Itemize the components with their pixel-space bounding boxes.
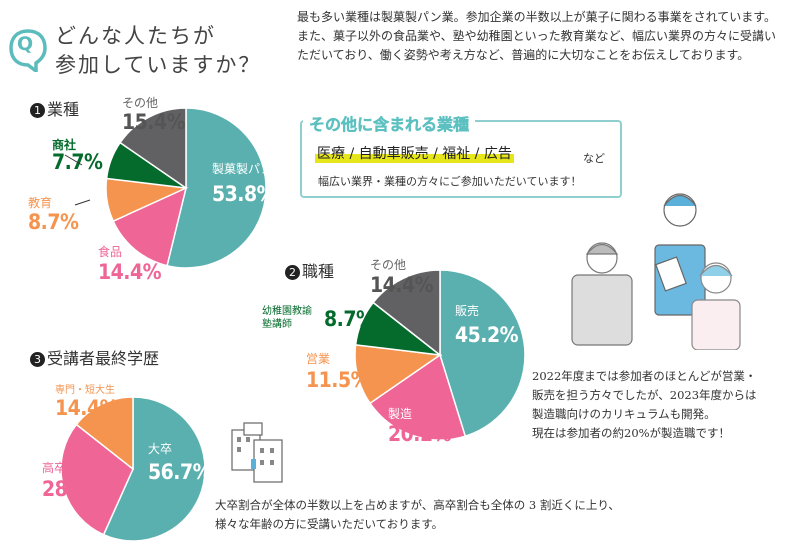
job-note-line: 現在は参加者の約20%が製造職です！ (532, 426, 731, 440)
chart2-number: 2 (285, 265, 300, 280)
education-note-line: 大卒割合が全体の半数以上を占めますが、高卒割合も全体の 3 割近くに上り、 (215, 498, 620, 512)
chart2-slice-1 (368, 353, 467, 441)
chart2-label-teacher-line2: 塾講師 (262, 319, 292, 330)
job-note-line: 販売を担う方々でしたが、2023年度からは (532, 388, 757, 402)
chart1-label-confectionery: 製菓製パン (212, 162, 273, 176)
chart2-value-sales: 11.5% (306, 368, 370, 392)
chart1-value-other: 15.4% (122, 110, 186, 134)
chart3-number: 3 (30, 352, 45, 367)
chart2-label-sales: 営業 (306, 352, 331, 366)
leader-lines (64, 154, 91, 206)
education-note-line: 様々な年齢の方に受講いただいております。 (215, 517, 444, 531)
chart3-label-highschool: 高卒 (42, 461, 67, 475)
chart1-title: 業種 (47, 100, 80, 119)
chart2-label-other: その他 (370, 258, 407, 272)
chart2-label-teacher: 幼稚園教諭 塾講師 (262, 305, 312, 331)
worker-icon (571, 242, 633, 346)
chart1-heading: 1 業種 (30, 96, 79, 120)
chart2-slice-0 (439, 269, 526, 438)
page-title: どんな人たちが 参加していますか？ (55, 22, 261, 80)
chart2-label-manufacturing: 製造 (388, 407, 413, 421)
nurse-icon (691, 262, 741, 350)
chart1-slice-4 (119, 107, 187, 190)
chart2-value-teacher: 8.7% (324, 307, 375, 331)
chart1-value-education: 8.7% (28, 210, 79, 234)
chart1-label-education: 教育 (28, 196, 53, 210)
chart1-label-other: その他 (122, 96, 159, 110)
q-letter: Q (17, 33, 34, 55)
chart2-label-teacher-line1: 幼稚園教諭 (262, 306, 312, 317)
chart3-slice-1 (60, 423, 134, 536)
chart3-value-highschool: 28.9% (42, 477, 106, 501)
chart1-label-food: 食品 (98, 245, 123, 259)
title-line-1: どんな人たちが (55, 24, 216, 48)
other-box-line: 幅広い業界・業種の方々にご参加いただいています！ (318, 175, 582, 188)
chart2-title: 職種 (302, 262, 335, 281)
chart1-label-trading: 商社 (52, 138, 77, 152)
school-building-icon (231, 422, 283, 483)
other-box-suffix: など (583, 152, 605, 165)
chart3-title: 受講者最終学歴 (47, 349, 160, 368)
chart1-number: 1 (30, 103, 45, 118)
chart2-slice-4 (372, 269, 441, 357)
people-illustration (571, 193, 741, 350)
chart2-label-retail: 販売 (455, 304, 480, 318)
chart3-value-university: 56.7% (148, 460, 212, 484)
job-note: 2022年度までは参加者のほとんどが営業・ 販売を担う方々でしたが、2023年度… (532, 367, 802, 443)
businessman-icon (654, 193, 706, 316)
title-line-2: 参加していますか？ (55, 53, 262, 77)
chart3-label-vocational: 専門・短大生 (55, 385, 115, 396)
chart1-slice-0 (166, 107, 267, 269)
chart3-slice-2 (75, 396, 134, 471)
chart1-value-confectionery: 53.8% (212, 182, 276, 206)
chart3-label-university: 大卒 (148, 442, 173, 456)
chart3-heading: 3 受講者最終学歴 (30, 345, 159, 369)
chart3-value-vocational: 14.4% (55, 396, 119, 420)
job-note-line: 2022年度までは参加者のほとんどが営業・ (532, 369, 757, 383)
chart2-value-manufacturing: 20.2% (388, 422, 452, 446)
chart2-value-retail: 45.2% (455, 323, 519, 347)
education-note: 大卒割合が全体の半数以上を占めますが、高卒割合も全体の 3 割近くに上り、 様々… (215, 496, 715, 534)
chart1-value-food: 14.4% (98, 260, 162, 284)
chart1-slice-1 (112, 186, 188, 267)
other-box-title: その他に含まれる業種 (303, 111, 476, 135)
chart3-slice-0 (102, 396, 206, 542)
job-note-line: 製造職向けのカリキュラムも開発。 (532, 407, 716, 421)
intro-text: 最も多い業種は製菓製パン業。参加企業の半数以上が菓子に関わる事業をされています。… (297, 10, 777, 62)
other-box-items: 医療 / 自動車販売 / 福祉 / 広告 (315, 143, 514, 163)
chart2-value-other: 14.4% (370, 273, 434, 297)
chart2-heading: 2 職種 (285, 258, 334, 282)
q-badge-icon (9, 29, 47, 72)
